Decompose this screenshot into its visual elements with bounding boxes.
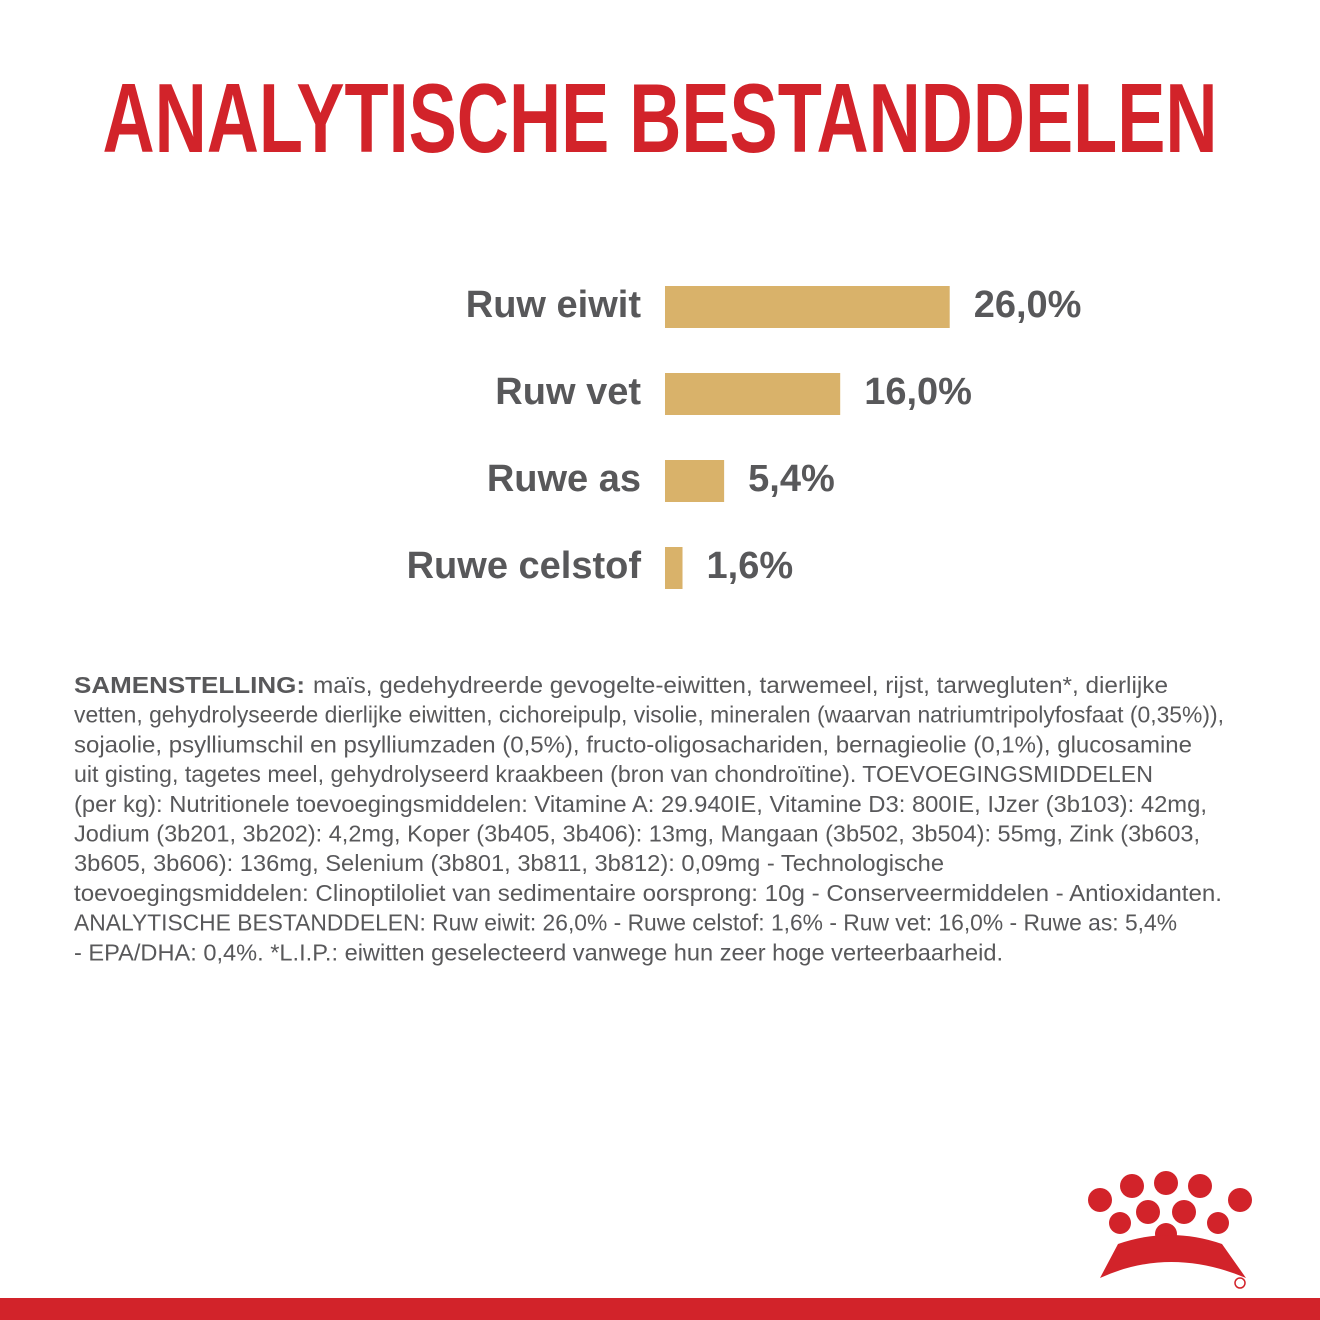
- composition-line: vetten, gehydrolyseerde dierlijke eiwitt…: [74, 702, 1224, 728]
- composition-line: - EPA/DHA: 0,4%. *L.I.P.: eiwitten gesel…: [74, 939, 1003, 965]
- composition-line: Jodium (3b201, 3b202): 4,2mg, Koper (3b4…: [74, 821, 1200, 847]
- composition-line: 3b605, 3b606): 136mg, Selenium (3b801, 3…: [74, 850, 944, 876]
- logo: [1088, 1171, 1252, 1289]
- footer-stripe: [0, 1298, 1320, 1320]
- category-label: Ruwe celstof: [407, 545, 642, 587]
- value-label: 1,6%: [707, 545, 794, 587]
- category-label: Ruwe as: [487, 458, 641, 500]
- category-label: Ruw eiwit: [466, 284, 642, 326]
- composition-line: uit gisting, tagetes meel, gehydrolyseer…: [74, 761, 1153, 787]
- value-label: 26,0%: [974, 284, 1082, 326]
- bar: [665, 547, 683, 589]
- composition-line: sojaolie, psylliumschil en psylliumzaden…: [74, 731, 1192, 757]
- value-label: 5,4%: [748, 458, 835, 500]
- composition-line: toevoegingsmiddelen: Clinoptiloliet van …: [74, 880, 1222, 906]
- bar: [665, 373, 841, 415]
- bar: [665, 460, 725, 502]
- category-label: Ruw vet: [495, 371, 641, 413]
- composition-label: SAMENSTELLING:: [74, 672, 305, 698]
- composition-line: (per kg): Nutritionele toevoegingsmiddel…: [74, 791, 1207, 817]
- chart-title: ANALYTISCHE BESTANDDELEN: [103, 63, 1218, 173]
- bar: [665, 286, 950, 328]
- composition-line: ANALYTISCHE BESTANDDELEN: Ruw eiwit: 26,…: [74, 910, 1177, 936]
- composition-line: maïs, gedehydreerde gevogelte-eiwitten, …: [313, 672, 1168, 698]
- value-label: 16,0%: [864, 371, 972, 413]
